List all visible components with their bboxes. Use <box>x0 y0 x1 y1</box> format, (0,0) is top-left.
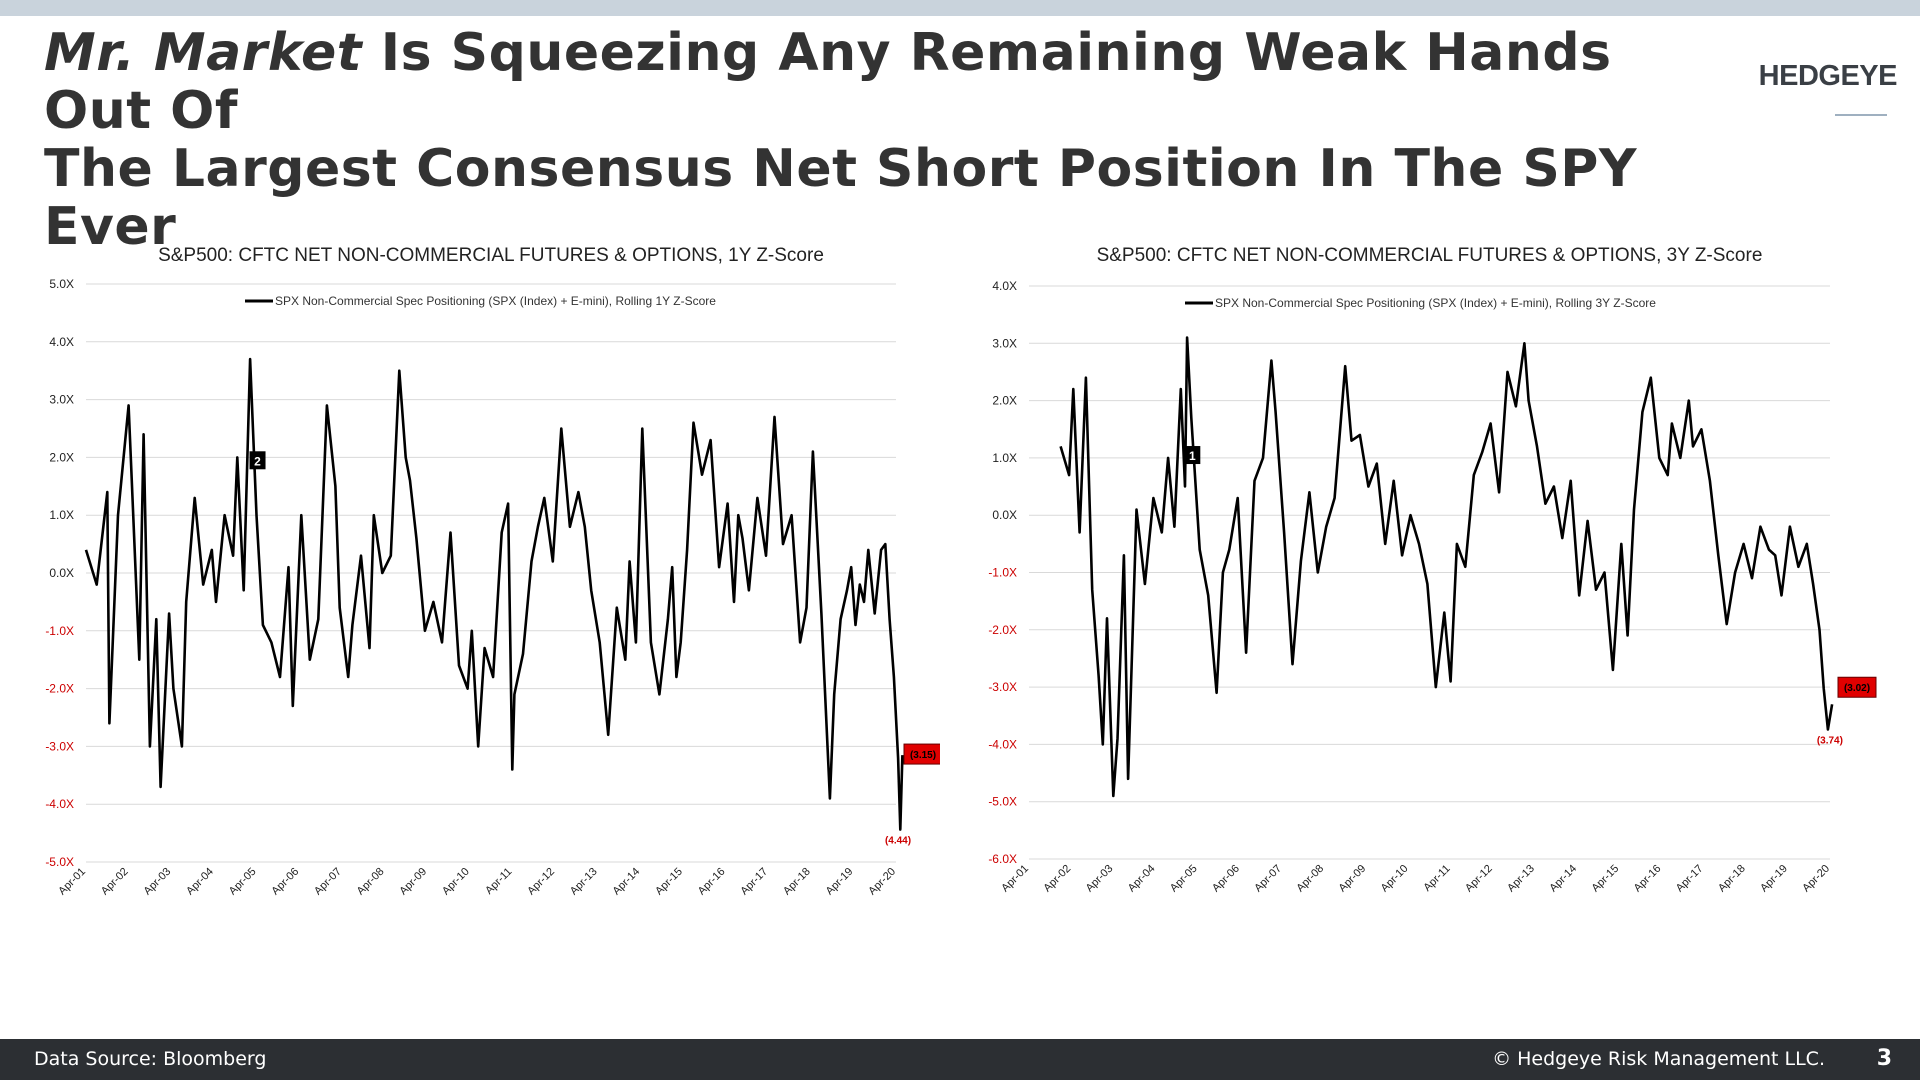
x-tick-label: Apr-17 <box>1674 863 1706 895</box>
x-tick-label: Apr-18 <box>781 866 813 898</box>
x-tick-label: Apr-11 <box>1421 863 1452 894</box>
x-tick-label: Apr-04 <box>1126 863 1158 895</box>
top-accent-bar <box>0 0 1920 16</box>
series-line <box>84 357 904 831</box>
hedgeye-logo: HEDGEYE <box>1742 60 1898 124</box>
y-tick-label: -5.0X <box>45 855 74 869</box>
x-tick-label: Apr-04 <box>184 866 216 898</box>
x-tick-label: Apr-14 <box>610 866 642 898</box>
chart-title: S&P500: CFTC NET NON-COMMERCIAL FUTURES … <box>1097 245 1763 266</box>
x-tick-label: Apr-03 <box>142 866 174 898</box>
annotation-box <box>903 743 940 765</box>
x-tick-label: Apr-16 <box>1632 863 1664 895</box>
x-tick-label: Apr-02 <box>1041 863 1073 895</box>
x-tick-label: Apr-20 <box>1800 863 1832 895</box>
x-tick-label: Apr-19 <box>1758 863 1790 895</box>
y-tick-label: -3.0X <box>988 680 1017 694</box>
y-tick-label: 2.0X <box>992 394 1017 408</box>
y-tick-label: 0.0X <box>49 566 74 580</box>
x-tick-label: Apr-01 <box>56 866 88 898</box>
legend-label: SPX Non-Commercial Spec Positioning (SPX… <box>1215 296 1656 310</box>
x-tick-label: Apr-06 <box>269 866 301 898</box>
x-tick-label: Apr-15 <box>1589 863 1621 895</box>
x-tick-label: Apr-08 <box>1294 863 1326 895</box>
y-tick-label: -4.0X <box>988 737 1017 751</box>
x-tick-label: Apr-05 <box>227 866 259 898</box>
y-tick-label: 1.0X <box>992 451 1017 465</box>
x-tick-label: Apr-08 <box>355 866 387 898</box>
annotation-box <box>1837 676 1877 698</box>
title-line-1-rest: Is Squeezing Any Remaining Weak Hands Ou… <box>44 23 1612 141</box>
x-tick-label: Apr-15 <box>653 866 685 898</box>
y-tick-label: -1.0X <box>988 566 1017 580</box>
annotation-label: 1 <box>1189 449 1196 463</box>
annotation-label: (3.74) <box>1817 736 1843 747</box>
series-line <box>1059 336 1834 798</box>
y-tick-label: -1.0X <box>45 624 74 638</box>
y-tick-label: -3.0X <box>45 739 74 753</box>
x-tick-label: Apr-11 <box>483 866 514 897</box>
chart-svg: S&P500: CFTC NET NON-COMMERCIAL FUTURES … <box>45 245 940 898</box>
logo-underline <box>1835 114 1887 116</box>
y-tick-label: 3.0X <box>49 393 74 407</box>
x-tick-label: Apr-17 <box>738 866 770 898</box>
x-tick-label: Apr-13 <box>568 866 600 898</box>
page-title: Mr. Market Is Squeezing Any Remaining We… <box>44 24 1644 256</box>
title-line-2: The Largest Consensus Net Short Position… <box>44 139 1638 257</box>
x-tick-label: Apr-19 <box>824 866 856 898</box>
x-tick-label: Apr-14 <box>1547 863 1579 895</box>
x-tick-label: Apr-10 <box>1379 863 1411 895</box>
y-tick-label: -2.0X <box>988 623 1017 637</box>
x-tick-label: Apr-02 <box>99 866 131 898</box>
x-tick-label: Apr-10 <box>440 866 472 898</box>
y-tick-label: -4.0X <box>45 797 74 811</box>
chart-1y-zscore: S&P500: CFTC NET NON-COMMERCIAL FUTURES … <box>0 235 940 915</box>
chart-3y-zscore: S&P500: CFTC NET NON-COMMERCIAL FUTURES … <box>940 235 1880 915</box>
x-tick-label: Apr-16 <box>696 866 728 898</box>
footer: Data Source: Bloomberg © Hedgeye Risk Ma… <box>0 1039 1920 1080</box>
x-tick-label: Apr-09 <box>397 866 429 898</box>
x-tick-label: Apr-01 <box>999 863 1031 895</box>
chart-title: S&P500: CFTC NET NON-COMMERCIAL FUTURES … <box>158 245 824 266</box>
y-tick-label: -2.0X <box>45 682 74 696</box>
annotation-label: (4.44) <box>885 836 911 847</box>
chart-svg: S&P500: CFTC NET NON-COMMERCIAL FUTURES … <box>988 245 1877 895</box>
footer-copyright: © Hedgeye Risk Management LLC. <box>1492 1048 1825 1070</box>
annotation-label: (3.02) <box>1844 683 1870 694</box>
y-tick-label: 4.0X <box>992 279 1017 293</box>
x-tick-label: Apr-12 <box>525 866 557 898</box>
annotation-label: (3.15) <box>910 750 936 761</box>
x-tick-label: Apr-18 <box>1716 863 1748 895</box>
y-tick-label: 2.0X <box>49 450 74 464</box>
y-tick-label: -5.0X <box>988 795 1017 809</box>
x-tick-label: Apr-20 <box>866 866 898 898</box>
y-tick-label: 5.0X <box>49 277 74 291</box>
x-tick-label: Apr-03 <box>1084 863 1116 895</box>
annotation-label: 2 <box>254 454 261 468</box>
y-tick-label: 3.0X <box>992 336 1017 350</box>
x-tick-label: Apr-12 <box>1463 863 1495 895</box>
title-emphasis: Mr. Market <box>44 23 363 83</box>
footer-data-source: Data Source: Bloomberg <box>34 1048 267 1070</box>
y-tick-label: -6.0X <box>988 852 1017 866</box>
annotation-marker <box>1184 446 1201 465</box>
y-tick-label: 1.0X <box>49 508 74 522</box>
x-tick-label: Apr-09 <box>1337 863 1369 895</box>
x-tick-label: Apr-07 <box>1252 863 1284 895</box>
page-number: 3 <box>1876 1046 1892 1071</box>
x-tick-label: Apr-07 <box>312 866 344 898</box>
logo-text: HEDGEYE <box>1758 60 1898 92</box>
x-tick-label: Apr-13 <box>1505 863 1537 895</box>
annotation-marker <box>249 451 266 470</box>
y-tick-label: 0.0X <box>992 508 1017 522</box>
legend-label: SPX Non-Commercial Spec Positioning (SPX… <box>275 294 716 308</box>
x-tick-label: Apr-05 <box>1168 863 1200 895</box>
y-tick-label: 4.0X <box>49 335 74 349</box>
x-tick-label: Apr-06 <box>1210 863 1242 895</box>
